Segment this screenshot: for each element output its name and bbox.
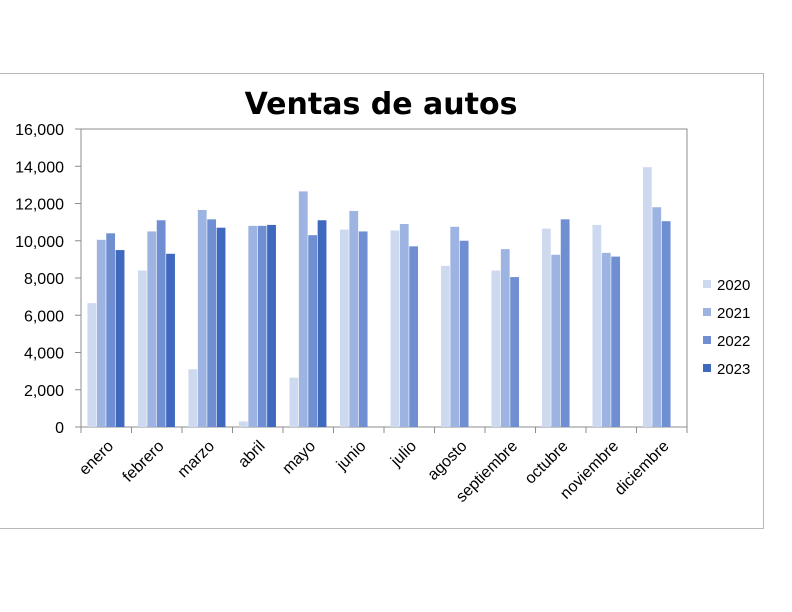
bar-2020-agosto: [440, 265, 450, 427]
bar-2021-septiembre: [500, 249, 510, 427]
bar-2020-octubre: [541, 228, 551, 427]
legend-swatch: [703, 336, 711, 344]
bar-2021-diciembre: [652, 207, 662, 427]
bar-2020-septiembre: [491, 270, 501, 427]
legend-label: 2022: [717, 333, 750, 350]
x-tick-label: abril: [235, 438, 268, 471]
y-tick-label: 14,000: [15, 159, 64, 176]
y-tick-label: 6,000: [24, 308, 64, 325]
bar-2023-abril: [267, 224, 276, 427]
bar-2021-mayo: [298, 191, 308, 427]
bar-2020-mayo: [289, 377, 299, 427]
bar-2021-noviembre: [601, 252, 611, 427]
y-tick-label: 10,000: [15, 234, 64, 251]
bar-2020-enero: [87, 303, 97, 427]
bar-2020-abril: [238, 421, 248, 427]
bar-2022-junio: [358, 231, 368, 427]
bar-2021-junio: [349, 210, 359, 427]
bar-2022-enero: [106, 233, 116, 427]
legend-label: 2023: [717, 361, 750, 378]
bar-2021-marzo: [197, 210, 207, 427]
bar-2022-septiembre: [510, 277, 520, 427]
x-tick-label: agosto: [425, 438, 471, 484]
x-tick-label: diciembre: [612, 438, 673, 499]
bar-2023-febrero: [166, 253, 175, 427]
bar-2021-abril: [248, 225, 258, 427]
y-tick-label: 12,000: [15, 197, 64, 214]
y-tick-label: 0: [55, 420, 64, 437]
y-axis-ticks: 0 2,000 4,000 6,000 8,000 10,000 12,000 14,000 1…: [15, 122, 81, 437]
legend-label: 2021: [717, 305, 750, 322]
x-tick-label: enero: [76, 438, 117, 479]
bar-2021-enero: [96, 239, 106, 427]
x-tick-label: octubre: [522, 438, 572, 488]
bar-2022-febrero: [156, 220, 166, 427]
y-tick-label: 2,000: [24, 383, 64, 400]
legend-label: 2020: [717, 277, 750, 294]
bar-2020-junio: [339, 229, 349, 427]
bar-2022-marzo: [207, 219, 217, 427]
bar-2021-agosto: [450, 226, 460, 427]
chart-frame: [0, 73, 764, 529]
bar-2022-noviembre: [611, 256, 621, 427]
legend-swatch: [703, 280, 711, 288]
legend-swatch: [703, 364, 711, 372]
bar-2021-febrero: [147, 231, 157, 427]
bar-2022-diciembre: [661, 221, 671, 427]
bar-2022-agosto: [459, 240, 469, 427]
bar-2020-febrero: [137, 270, 147, 427]
bar-2021-octubre: [551, 254, 561, 427]
bar-2022-julio: [409, 246, 419, 427]
bar-2021-julio: [399, 223, 409, 427]
bar-2023-marzo: [216, 227, 226, 427]
x-tick-label: febrero: [120, 438, 168, 486]
bar-2022-abril: [257, 225, 267, 427]
bar-2020-diciembre: [642, 167, 652, 427]
legend: 2020 2021 2022 2023: [703, 277, 750, 378]
bar-2023-mayo: [317, 220, 327, 427]
x-tick-label: junio: [333, 438, 370, 475]
bar-2020-noviembre: [592, 224, 602, 427]
x-tick-label: marzo: [175, 438, 219, 482]
chart-title: Ventas de autos: [245, 87, 518, 122]
bar-2022-mayo: [308, 235, 318, 427]
bar-2020-julio: [390, 230, 400, 427]
x-tick-label: julio: [387, 438, 420, 471]
x-tick-label: mayo: [279, 438, 319, 478]
bar-2023-enero: [115, 250, 125, 427]
y-tick-label: 8,000: [24, 271, 64, 288]
bars: [87, 167, 671, 427]
bar-2022-octubre: [560, 219, 570, 427]
bar-2020-marzo: [188, 369, 198, 427]
x-axis-ticks: enero febrero marzo abril mayo junio julio agos…: [76, 427, 688, 506]
y-tick-label: 16,000: [15, 122, 64, 139]
legend-swatch: [703, 308, 711, 316]
y-tick-label: 4,000: [24, 346, 64, 363]
